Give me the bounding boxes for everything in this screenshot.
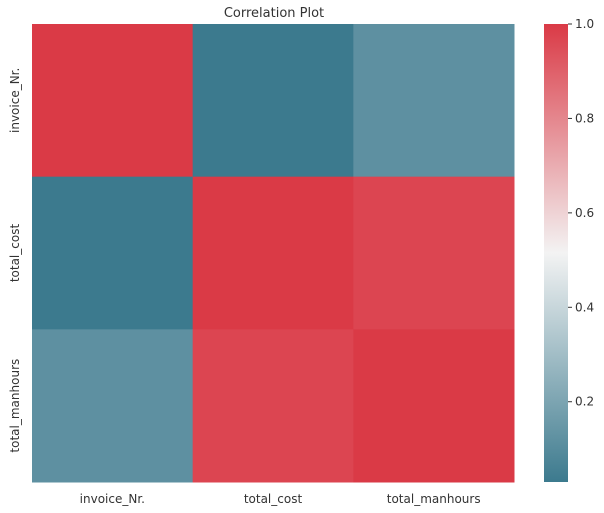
colorbar (544, 24, 568, 482)
colorbar-tick-label: 0.6 (575, 206, 594, 220)
chart-title: Correlation Plot (224, 6, 324, 21)
x-tick-label: total_cost (244, 492, 303, 506)
colorbar-ticks: 0.2 0.4 0.6 0.8 1.0 (568, 17, 594, 409)
heatmap-cell (32, 24, 194, 178)
heatmap-cell (192, 176, 354, 330)
x-tick-label: invoice_Nr. (80, 492, 145, 506)
heatmap-cell (353, 176, 515, 330)
colorbar-tick-label: 0.4 (575, 300, 594, 314)
heatmap-cell (32, 329, 194, 483)
colorbar-tick-label: 0.2 (575, 395, 594, 409)
y-tick-labels: invoice_Nr. total_cost total_manhours (8, 68, 22, 453)
x-tick-label: total_manhours (387, 492, 481, 506)
heatmap-cell (192, 329, 354, 483)
y-tick-label: total_cost (8, 224, 22, 283)
x-tick-labels: invoice_Nr. total_cost total_manhours (80, 492, 481, 506)
heatmap-cell (32, 176, 194, 330)
heatmap-cell (353, 329, 515, 483)
colorbar-tick-label: 0.8 (575, 111, 594, 125)
y-tick-label: invoice_Nr. (8, 68, 22, 133)
colorbar-tick-label: 1.0 (575, 17, 594, 31)
heatmap-cell (353, 24, 515, 178)
y-tick-label: total_manhours (8, 359, 22, 453)
heatmap-cell (192, 24, 354, 178)
heatmap-cells (32, 24, 515, 483)
